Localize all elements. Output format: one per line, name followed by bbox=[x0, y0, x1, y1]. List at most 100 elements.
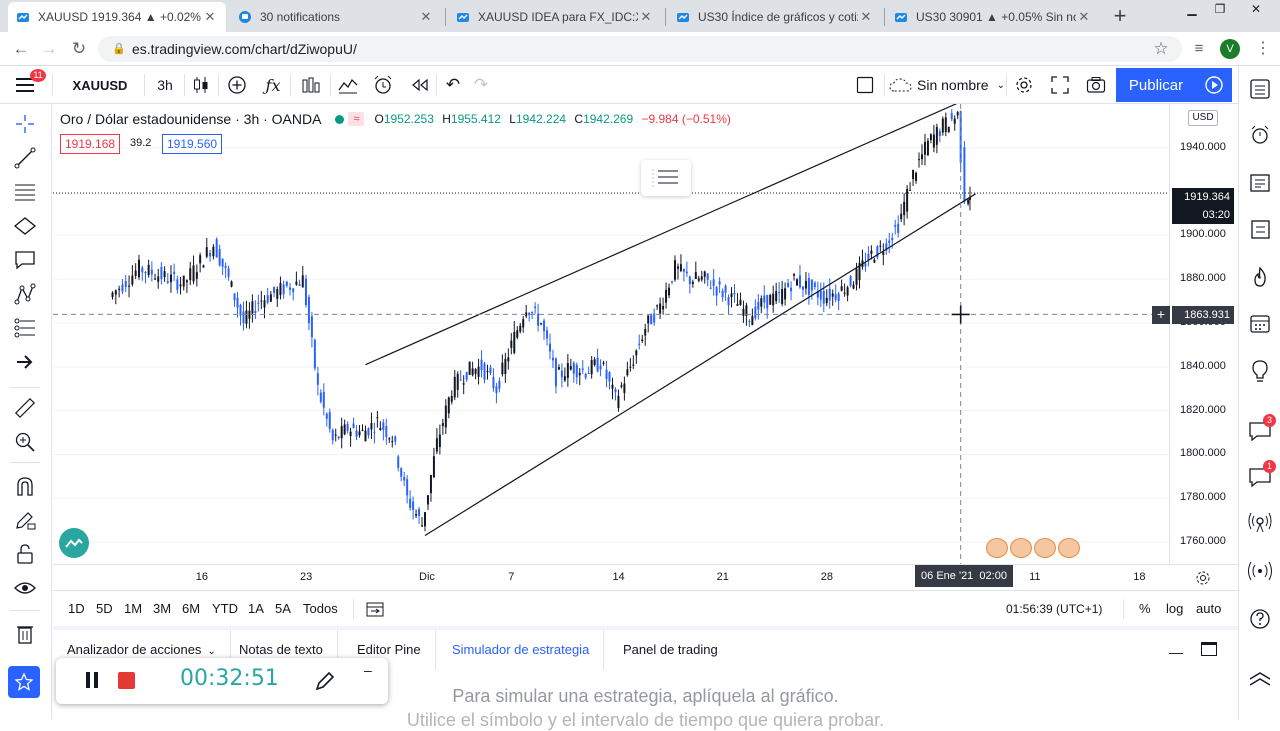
hide-drawings-tool[interactable] bbox=[10, 574, 40, 602]
us-flag-icon[interactable] bbox=[986, 538, 1008, 558]
favorites-button[interactable] bbox=[8, 666, 40, 698]
stop-icon[interactable] bbox=[118, 672, 135, 689]
browser-tab-4[interactable]: US30 30901 ▲ +0.05% Sin nom ✕ bbox=[886, 2, 1100, 32]
url-input[interactable]: 🔒 es.tradingview.com/chart/dZiwopuU/ bbox=[98, 36, 1182, 62]
tradingview-logo[interactable] bbox=[59, 528, 89, 558]
tab-stock-screener[interactable]: Analizador de acciones ⌄ bbox=[53, 630, 231, 670]
browser-tab-1[interactable]: 30 notifications ✕ bbox=[230, 2, 442, 32]
us-flag-icon[interactable] bbox=[1010, 538, 1032, 558]
maximize-button[interactable]: ❐ bbox=[1214, 2, 1226, 16]
sell-button[interactable]: 1919.168 bbox=[60, 134, 121, 154]
fib-tool[interactable] bbox=[10, 178, 40, 206]
profile-avatar[interactable]: V bbox=[1220, 39, 1240, 59]
compare-button[interactable] bbox=[222, 66, 252, 104]
streams-button[interactable] bbox=[1245, 508, 1275, 538]
close-icon[interactable]: ✕ bbox=[860, 9, 872, 24]
templates-button[interactable] bbox=[296, 66, 326, 104]
chart-pane[interactable] bbox=[53, 101, 1169, 564]
ruler-tool[interactable] bbox=[10, 394, 40, 422]
undo-button[interactable]: ↶ bbox=[440, 66, 466, 104]
axis-settings-button[interactable] bbox=[1193, 568, 1213, 588]
magnet-tool[interactable] bbox=[10, 472, 40, 500]
range-1d[interactable]: 1D bbox=[68, 601, 85, 616]
browser-tab-3[interactable]: US30 Índice de gráficos y cotiza ✕ bbox=[668, 2, 882, 32]
trend-line-tool[interactable] bbox=[10, 144, 40, 172]
tab-trading-panel[interactable]: Panel de trading bbox=[623, 642, 718, 657]
close-icon[interactable]: ✕ bbox=[420, 9, 432, 24]
date-range-button[interactable] bbox=[366, 601, 384, 620]
object-tree-button[interactable] bbox=[641, 160, 691, 196]
zoom-tool[interactable] bbox=[10, 428, 40, 456]
us-flag-icon[interactable] bbox=[1034, 538, 1056, 558]
watchlist-button[interactable] bbox=[1245, 74, 1275, 104]
redo-button[interactable]: ↷ bbox=[468, 66, 494, 104]
bookmark-star-icon[interactable]: ☆ bbox=[1153, 39, 1169, 58]
data-problem-icon[interactable]: ≈ bbox=[348, 112, 365, 126]
remove-drawings-button[interactable] bbox=[10, 620, 40, 648]
tab-strategy-tester[interactable]: Simulador de estrategia bbox=[438, 630, 605, 670]
lock-drawings-tool[interactable] bbox=[10, 540, 40, 568]
prediction-tool[interactable] bbox=[10, 280, 40, 308]
signals-button[interactable] bbox=[1245, 556, 1275, 586]
economic-events[interactable] bbox=[986, 538, 1080, 558]
crosshair-tool[interactable] bbox=[10, 110, 40, 138]
maximize-panel-icon[interactable] bbox=[1201, 642, 1217, 656]
time-axis[interactable]: 1623Dic7142128201118 06 Ene '21 02:00 bbox=[53, 564, 1238, 590]
data-window-button[interactable] bbox=[1245, 168, 1275, 198]
minimize-panel-icon[interactable]: — bbox=[1169, 644, 1183, 660]
range-5a[interactable]: 5A bbox=[275, 601, 291, 616]
pause-icon[interactable] bbox=[86, 672, 100, 690]
replay-button[interactable] bbox=[406, 66, 434, 104]
close-icon[interactable]: ✕ bbox=[640, 9, 652, 24]
reload-button[interactable]: ↻ bbox=[71, 39, 87, 58]
tab-text-notes[interactable]: Notas de texto bbox=[225, 630, 338, 670]
economic-calendar-button[interactable] bbox=[1245, 308, 1275, 338]
browser-tab-2[interactable]: XAUUSD IDEA para FX_IDC:XAUU ✕ bbox=[448, 2, 662, 32]
auto-toggle[interactable]: auto bbox=[1196, 601, 1222, 616]
log-toggle[interactable]: log bbox=[1166, 601, 1184, 616]
reading-list-icon[interactable]: ≡ bbox=[1194, 40, 1204, 57]
layout-name-button[interactable]: Sin nombre ⌄ bbox=[888, 66, 1006, 104]
alert-button[interactable] bbox=[368, 66, 398, 104]
price-axis[interactable]: USD 1940.0001900.0001880.0001860.0001840… bbox=[1169, 104, 1238, 564]
draw-icon[interactable] bbox=[314, 670, 336, 695]
settings-button[interactable] bbox=[1010, 66, 1038, 104]
hotlist-button[interactable] bbox=[1245, 214, 1275, 244]
range-1a[interactable]: 1A bbox=[248, 601, 264, 616]
close-icon[interactable]: ✕ bbox=[204, 9, 216, 24]
us-flag-icon[interactable] bbox=[1058, 538, 1080, 558]
currency-badge[interactable]: USD bbox=[1188, 110, 1218, 126]
measure-lines-tool[interactable] bbox=[10, 314, 40, 342]
main-menu-button[interactable] bbox=[8, 66, 44, 104]
back-button[interactable]: ← bbox=[12, 39, 30, 58]
collapse-panel-button[interactable] bbox=[1245, 664, 1275, 694]
tab-pine-editor[interactable]: Editor Pine bbox=[343, 630, 436, 670]
clock-timezone[interactable]: 01:56:39 (UTC+1) bbox=[1006, 602, 1103, 616]
help-button[interactable] bbox=[1245, 604, 1275, 634]
snapshot-button[interactable] bbox=[1082, 66, 1110, 104]
pattern-tool[interactable] bbox=[10, 212, 40, 240]
publish-button[interactable]: Publicar bbox=[1116, 68, 1196, 102]
range-5d[interactable]: 5D bbox=[96, 601, 113, 616]
calendar-button[interactable] bbox=[1245, 262, 1275, 292]
publish-options-button[interactable] bbox=[1196, 68, 1232, 102]
fullscreen-button[interactable] bbox=[1046, 66, 1074, 104]
range-3m[interactable]: 3M bbox=[153, 601, 172, 616]
percent-toggle[interactable]: % bbox=[1139, 601, 1151, 616]
minimize-button[interactable]: ▁ bbox=[1187, 2, 1197, 16]
window-close-button[interactable]: ✕ bbox=[1250, 2, 1262, 16]
chart-lines-button[interactable] bbox=[334, 66, 362, 104]
drawing-mode-tool[interactable] bbox=[10, 506, 40, 534]
minimize-recorder-icon[interactable]: – bbox=[364, 662, 372, 678]
range-1m[interactable]: 1M bbox=[124, 601, 143, 616]
range-all[interactable]: Todos bbox=[303, 601, 338, 616]
forward-button[interactable]: → bbox=[40, 39, 58, 58]
interval-button[interactable]: 3h bbox=[157, 77, 173, 93]
ideas-button[interactable] bbox=[1245, 356, 1275, 386]
new-tab-button[interactable]: + bbox=[1113, 3, 1127, 28]
layout-select-button[interactable] bbox=[850, 66, 880, 104]
indicators-button[interactable]: ƒx bbox=[258, 66, 288, 104]
price-chart[interactable] bbox=[53, 101, 1169, 564]
browser-menu-icon[interactable]: ⋮ bbox=[1255, 40, 1271, 57]
buy-button[interactable]: 1919.560 bbox=[162, 134, 223, 154]
